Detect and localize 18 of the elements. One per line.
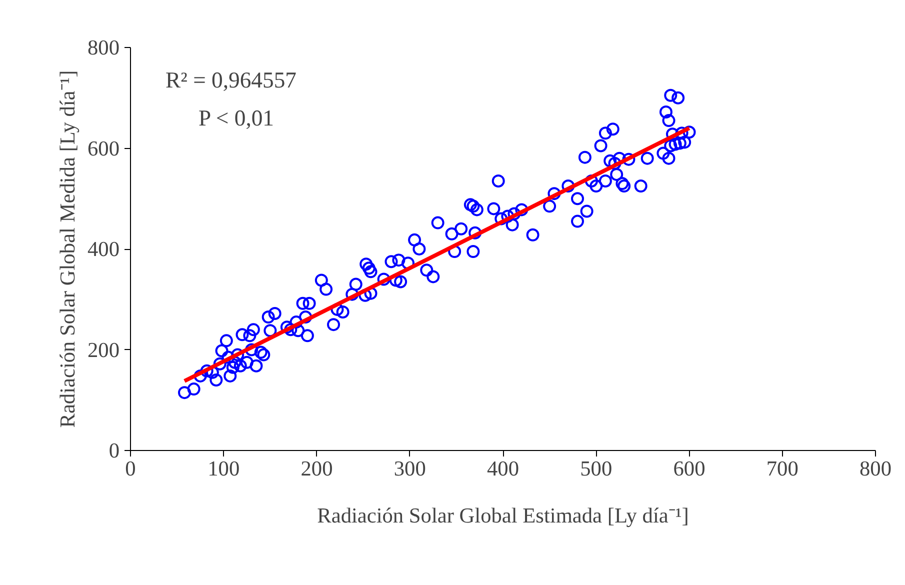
y-tick-label: 400 — [88, 237, 120, 261]
y-tick-label: 0 — [108, 438, 120, 462]
x-tick-label: 0 — [125, 456, 136, 480]
x-tick-label: 300 — [394, 456, 426, 480]
annotation: P < 0,01 — [198, 106, 274, 130]
x-axis-title: Radiación Solar Global Estimada [Ly día⁻¹] — [317, 504, 689, 528]
y-tick-label: 600 — [88, 136, 120, 160]
x-tick-label: 500 — [580, 456, 612, 480]
x-tick-label: 700 — [766, 456, 798, 480]
y-tick-label: 200 — [88, 338, 120, 362]
y-tick-label: 800 — [88, 36, 120, 60]
annotation: R² = 0,964557 — [166, 68, 296, 92]
y-axis-title: Radiación Solar Global Medida [Ly día⁻¹] — [56, 70, 80, 428]
x-tick-label: 400 — [487, 456, 520, 480]
x-tick-label: 100 — [208, 456, 240, 480]
x-tick-label: 200 — [300, 456, 333, 480]
x-tick-label: 800 — [860, 456, 892, 480]
x-tick-label: 600 — [673, 456, 706, 480]
